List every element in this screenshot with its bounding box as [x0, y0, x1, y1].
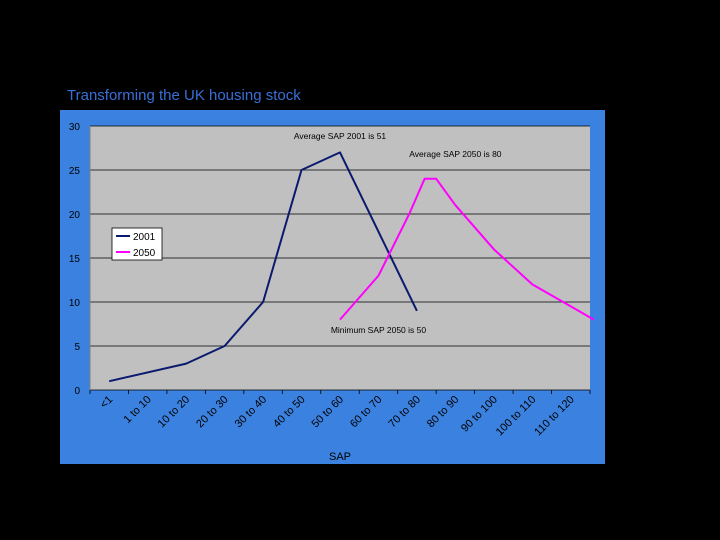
x-tick-label: 50 to 60	[310, 394, 347, 431]
series-line-2001	[108, 151, 418, 383]
x-tick-label: 60 to 70	[348, 394, 385, 431]
line-chart: 0 5 10 15 20 25 30 <1 1 to 10 10 to 20 20 to 30 30…	[69, 122, 595, 463]
annotation: Average SAP 2050 is 80	[409, 149, 502, 159]
x-tick-label: 1 to 10	[122, 394, 154, 426]
y-tick-label: 25	[69, 166, 81, 177]
legend: 2001 2050	[111, 227, 163, 261]
series-line-2050	[339, 177, 595, 321]
legend-label: 2001	[133, 232, 156, 243]
chart-container: 0 5 10 15 20 25 30 <1 1 to 10 10 to 20 20 to 30 30…	[60, 110, 605, 464]
legend-box	[111, 227, 163, 261]
x-tick-label: 20 to 30	[194, 394, 231, 431]
y-tick-label: 10	[69, 298, 81, 309]
x-tick-label: 10 to 20	[156, 394, 193, 431]
series-lines	[108, 151, 595, 383]
x-tick-label: 40 to 50	[271, 394, 308, 431]
x-tick-label: 70 to 80	[386, 394, 423, 431]
gridlines	[89, 125, 590, 391]
x-tick-label: <1	[98, 394, 115, 411]
y-tick-label: 0	[74, 386, 80, 397]
y-tick-label: 15	[69, 254, 81, 265]
annotation: Minimum SAP 2050 is 50	[331, 325, 427, 335]
y-tick-label: 5	[74, 342, 80, 353]
x-tick-label: 80 to 90	[425, 394, 462, 431]
y-axis-ticks: 0 5 10 15 20 25 30	[69, 122, 81, 397]
slide-title: Transforming the UK housing stock	[67, 87, 301, 104]
x-tick-label: 100 to 110	[494, 394, 539, 439]
y-tick-label: 30	[69, 122, 81, 133]
x-axis-label: SAP	[329, 451, 351, 463]
x-tick-label: 110 to 120	[532, 394, 577, 439]
x-tick-label: 30 to 40	[233, 394, 270, 431]
legend-label: 2050	[133, 248, 156, 259]
annotation: Average SAP 2001 is 51	[294, 131, 387, 141]
x-axis-ticks: <1 1 to 10 10 to 20 20 to 30 30 to 40 40 to 5…	[89, 390, 591, 439]
y-tick-label: 20	[69, 210, 81, 221]
annotations: Average SAP 2001 is 51 Average SAP 2050 i…	[294, 131, 502, 335]
